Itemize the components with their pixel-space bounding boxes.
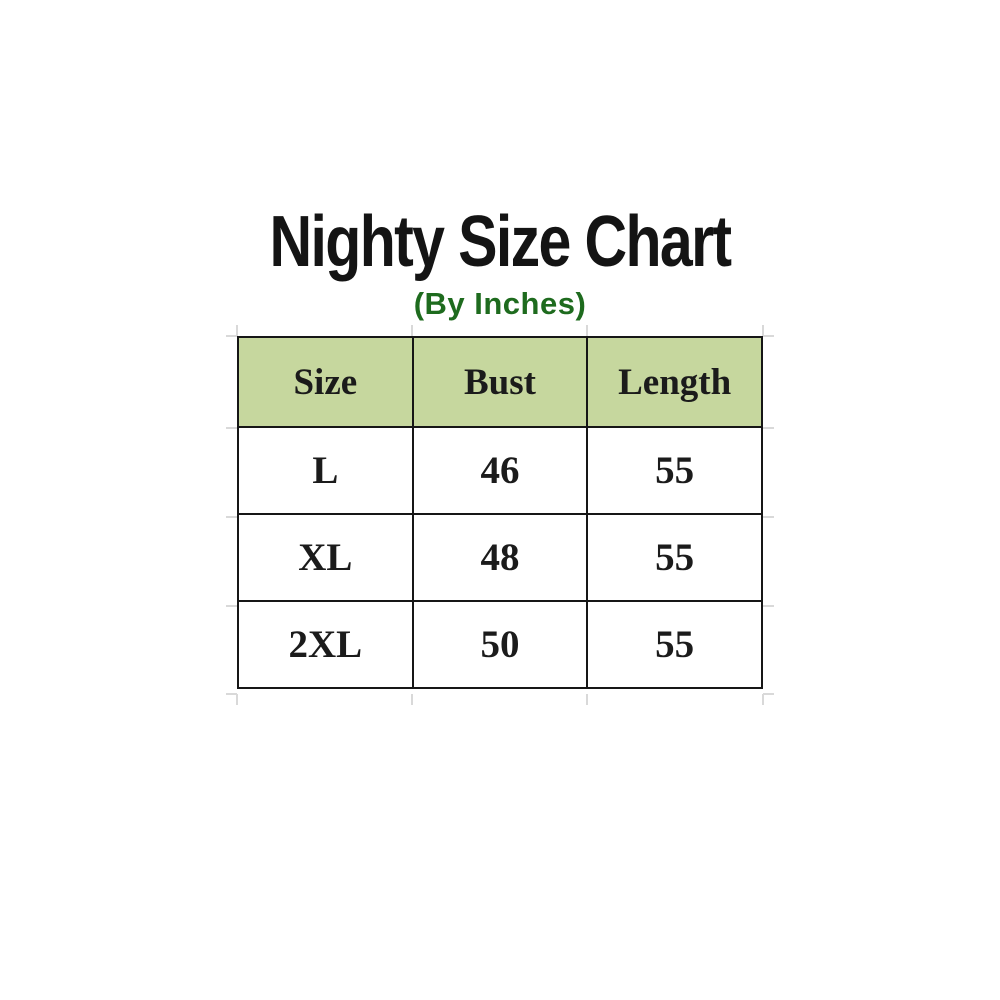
gridline-stub <box>236 325 238 336</box>
gridline-stub <box>762 325 764 336</box>
table-cell: XL <box>237 513 414 602</box>
gridline-stub <box>763 605 774 607</box>
column-header-length: Length <box>586 336 763 428</box>
table-cell: 46 <box>411 426 589 515</box>
gridline-stub <box>763 427 774 429</box>
table-cell: 50 <box>411 600 589 689</box>
table-cell: 2XL <box>237 600 414 689</box>
table-header: Size Bust Length <box>237 336 763 428</box>
page-subtitle: (By Inches) <box>413 286 587 321</box>
gridline-stub <box>226 605 237 607</box>
table-row-xl: XL 48 55 <box>237 513 763 602</box>
table-row-l: L 46 55 <box>237 426 763 515</box>
gridline-stub <box>586 325 588 336</box>
column-header-size: Size <box>237 336 414 428</box>
gridline-stub <box>226 693 237 695</box>
page-title: Nighty Size Chart <box>269 202 733 282</box>
gridline-stub <box>763 516 774 518</box>
gridline-stub <box>763 693 774 695</box>
gridline-stub <box>763 335 774 337</box>
column-header-bust: Bust <box>411 336 589 428</box>
table-row-2xl: 2XL 50 55 <box>237 600 763 689</box>
table-cell: L <box>237 426 414 515</box>
size-chart-table-wrap: Size Bust Length L 46 55 XL 48 55 2XL 50 55 <box>226 325 774 705</box>
gridline-stub <box>226 335 237 337</box>
table-body: L 46 55 XL 48 55 2XL 50 55 <box>237 426 763 689</box>
gridline-stub <box>226 427 237 429</box>
gridline-stub <box>586 694 588 705</box>
gridline-stub <box>411 325 413 336</box>
table-cell: 55 <box>586 426 763 515</box>
table-cell: 55 <box>586 600 763 689</box>
gridline-stub <box>236 694 238 705</box>
header-row: Size Bust Length <box>237 336 763 428</box>
table-cell: 55 <box>586 513 763 602</box>
gridline-stub <box>226 516 237 518</box>
size-chart-table: Size Bust Length L 46 55 XL 48 55 2XL 50 55 <box>237 336 763 689</box>
table-cell: 48 <box>411 513 589 602</box>
gridline-stub <box>411 694 413 705</box>
gridline-stub <box>762 694 764 705</box>
